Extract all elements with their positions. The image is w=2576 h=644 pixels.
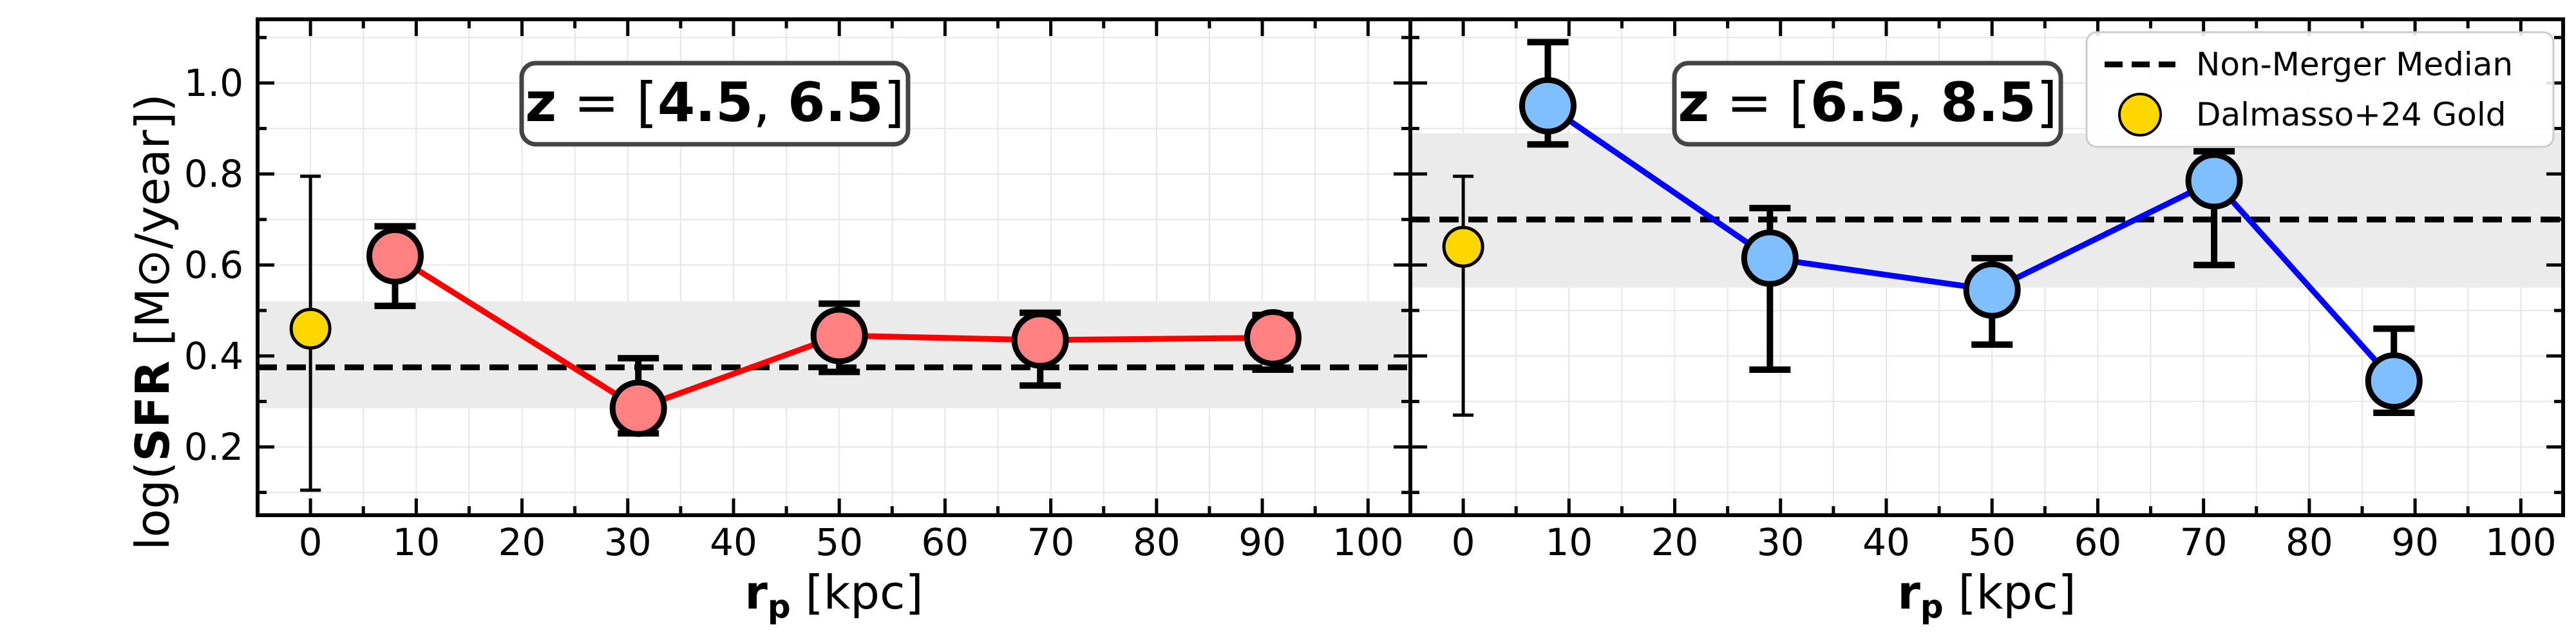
series-point <box>609 379 667 437</box>
x-tick-label: 50 <box>1968 520 2016 564</box>
y-tick-label: 0.6 <box>184 243 243 287</box>
x-tick-label: 70 <box>1027 520 1075 564</box>
series-point <box>1011 311 1069 369</box>
annotation-box: z = [6.5, 8.5] <box>1672 61 2063 147</box>
y-tick-labels: 0.2 0.4 0.6 0.8 1.0 <box>184 61 243 469</box>
x-tick-label: 60 <box>922 520 969 564</box>
series-point <box>2365 352 2423 410</box>
reference-point <box>1442 225 1484 268</box>
panel-left: 0 10 20 30 40 50 60 70 80 90 100 z = [4.5, 6.5] rp… <box>256 17 1412 625</box>
x-tick-label: 40 <box>1862 520 1910 564</box>
x-tick-label: 20 <box>1651 520 1699 564</box>
x-tick-label: 50 <box>815 520 863 564</box>
x-tick-label: 90 <box>1238 520 1286 564</box>
x-tick-label: 80 <box>1133 520 1180 564</box>
x-tick-label: 0 <box>1452 520 1475 564</box>
x-axis-label: rp [kpc] <box>744 565 923 625</box>
series-point <box>1963 261 2021 319</box>
legend: Non-Merger Median Dalmasso+24 Gold <box>2085 31 2555 148</box>
y-tick-label: 0.2 <box>184 425 243 469</box>
series-point <box>810 307 868 365</box>
annotation-text: z = [4.5, 6.5] <box>525 71 904 134</box>
legend-label-median: Non-Merger Median <box>2196 46 2513 83</box>
x-tick-label: 20 <box>498 520 546 564</box>
annotation-box: z = [4.5, 6.5] <box>519 61 911 147</box>
series-point <box>366 227 424 285</box>
y-tick-label: 0.4 <box>184 334 243 378</box>
series-point <box>1741 229 1799 287</box>
series-point <box>1244 308 1302 366</box>
panel-right: 0 10 20 30 40 50 60 70 80 90 100 z = [6.5, 8.5] rp… <box>1408 17 2565 625</box>
reference-error-bar <box>1453 175 1474 417</box>
panel-right-frame <box>1408 17 2565 517</box>
y-tick-label: 1.0 <box>184 61 243 105</box>
x-tick-label: 80 <box>2286 520 2333 564</box>
annotation-text: z = [6.5, 8.5] <box>1678 71 2057 134</box>
series-point <box>1519 77 1577 135</box>
x-tick-label: 90 <box>2391 520 2439 564</box>
x-tick-label: 100 <box>2485 520 2557 564</box>
x-tick-label: 40 <box>710 520 757 564</box>
x-tick-label: 70 <box>2180 520 2228 564</box>
x-tick-label: 30 <box>604 520 652 564</box>
x-tick-label: 30 <box>1757 520 1804 564</box>
series-point <box>2185 152 2243 210</box>
x-axis-label: rp [kpc] <box>1897 565 2076 625</box>
y-tick-label: 0.8 <box>184 152 243 196</box>
x-tick-label: 60 <box>2074 520 2122 564</box>
x-tick-label: 10 <box>1545 520 1593 564</box>
reference-point <box>289 307 332 350</box>
x-tick-label: 100 <box>1332 520 1404 564</box>
y-axis-label: log(SFR [M⊙/year]) <box>126 94 180 551</box>
x-tick-label: 0 <box>299 520 323 564</box>
x-tick-label: 10 <box>392 520 440 564</box>
legend-circle-icon <box>2118 93 2162 137</box>
legend-label-reference: Dalmasso+24 Gold <box>2196 96 2506 133</box>
